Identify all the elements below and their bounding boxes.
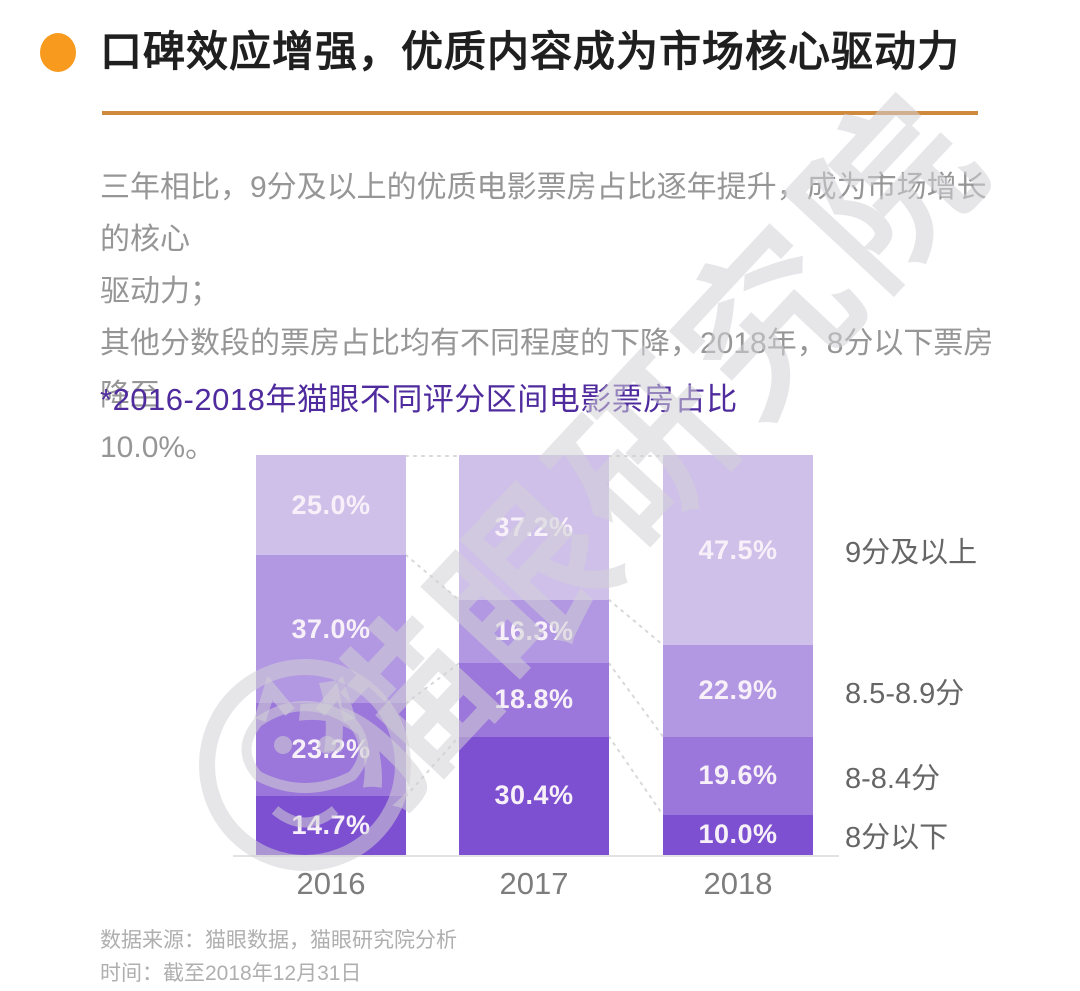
segment-value-label: 14.7% (291, 810, 371, 841)
segment-2016-9分及以上: 25.0% (256, 455, 406, 556)
segment-2018-9分及以上: 47.5% (663, 455, 813, 645)
x-axis-label-2016: 2016 (296, 866, 366, 901)
legend-8-8.4分: 8-8.4分 (845, 762, 941, 795)
segment-value-label: 22.9% (698, 675, 778, 706)
data-time-note: 时间：截至2018年12月31日 (100, 962, 362, 985)
x-axis-label-2017: 2017 (499, 866, 569, 901)
bullet-dot (40, 33, 76, 72)
segment-value-label: 10.0% (698, 819, 778, 850)
chart-title: *2016-2018年猫眼不同评分区间电影票房占比 (100, 382, 738, 417)
segment-value-label: 47.5% (698, 534, 778, 565)
legend-9分及以上: 9分及以上 (845, 537, 978, 569)
segment-value-label: 37.0% (291, 613, 371, 644)
chart-footer: 数据来源：猫眼数据，猫眼研究院分析 时间：截至2018年12月31日 (100, 924, 457, 990)
legend-8分以下: 8分以下 (845, 822, 949, 854)
bar-2018: 47.5% 22.9% 19.6% 10.0% (663, 455, 813, 855)
segment-2017-8-8.4分: 18.8% (459, 663, 609, 737)
x-axis-line (233, 855, 839, 857)
segment-2018-8-8.4分: 19.6% (663, 736, 813, 815)
bar-2017: 37.2% 16.3% 18.8% 30.4% (459, 455, 609, 855)
segment-value-label: 37.2% (494, 511, 574, 542)
legend-8.5-8.9分: 8.5-8.9分 (845, 677, 965, 710)
data-source-note: 数据来源：猫眼数据，猫眼研究院分析 (100, 929, 457, 952)
segment-2016-8-8.4分: 23.2% (256, 703, 406, 797)
segment-value-label: 18.8% (494, 684, 574, 715)
segment-2018-8.5-8.9分: 22.9% (663, 645, 813, 737)
bar-2016: 25.0% 37.0% 23.2% 14.7% (256, 455, 406, 855)
x-axis-label-2018: 2018 (703, 866, 773, 901)
segment-2018-8分以下: 10.0% (663, 814, 813, 855)
segment-2017-9分及以上: 37.2% (459, 455, 609, 600)
segment-value-label: 19.6% (698, 760, 778, 791)
segment-2016-8分以下: 14.7% (256, 796, 406, 855)
segment-2017-8.5-8.9分: 16.3% (459, 599, 609, 664)
segment-2016-8.5-8.9分: 37.0% (256, 555, 406, 704)
segment-value-label: 23.2% (291, 734, 371, 765)
intro-paragraph: 三年相比，9分及以上的优质电影票房占比逐年提升，成为市场增长的核心 驱动力； 其… (100, 171, 994, 464)
segment-2017-8分以下: 30.4% (459, 736, 609, 855)
title-underline (102, 111, 978, 115)
segment-value-label: 25.0% (291, 489, 371, 520)
segment-value-label: 30.4% (494, 780, 574, 811)
segment-value-label: 16.3% (494, 616, 574, 647)
page-title: 口碑效应增强，优质内容成为市场核心驱动力 (100, 28, 961, 75)
